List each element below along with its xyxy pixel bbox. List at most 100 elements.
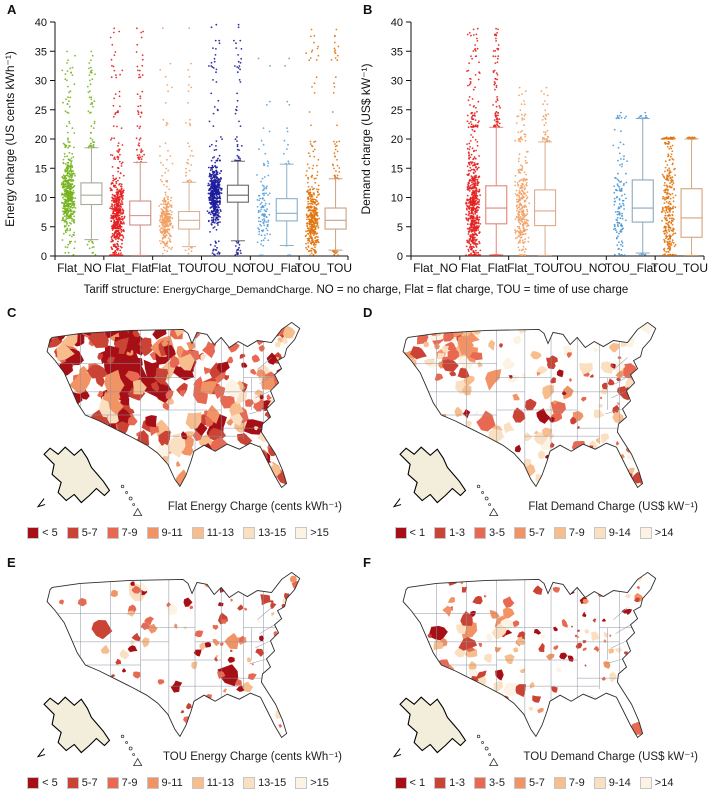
- legend-item: < 5: [27, 777, 58, 789]
- legend-item: 11-13: [191, 527, 235, 539]
- legend-swatch: [243, 777, 256, 789]
- legend-label: 11-13: [206, 777, 235, 789]
- caption-prefix: Tariff structure:: [83, 284, 163, 296]
- map-legend-flat-demand: < 1 1-3 3-5 5-7 7-9 9-14 >14: [356, 527, 712, 539]
- legend-label: >14: [654, 777, 674, 789]
- svg-text:TOU_TOU: TOU_TOU: [295, 261, 352, 275]
- legend-item: 5-7: [513, 777, 545, 789]
- svg-text:Flat_TOU: Flat_TOU: [507, 261, 559, 275]
- us-choropleth-svg: [392, 571, 657, 767]
- svg-text:0: 0: [397, 251, 403, 263]
- tariff-structure-caption: Tariff structure: EnergyCharge_DemandCha…: [0, 284, 712, 296]
- legend-item: 5-7: [66, 777, 98, 789]
- legend-label: 3-5: [489, 777, 505, 789]
- legend-item: 9-11: [146, 527, 183, 539]
- svg-text:TOU_Flat: TOU_Flat: [605, 261, 657, 275]
- legend-label: 5-7: [81, 777, 98, 789]
- caption-code: EnergyCharge_DemandCharge.: [162, 284, 314, 296]
- svg-text:10: 10: [35, 193, 47, 205]
- svg-text:Demand charge (US$ kW⁻¹): Demand charge (US$ kW⁻¹): [359, 63, 373, 214]
- svg-text:30: 30: [391, 76, 403, 88]
- map-title-flat-demand: Flat Demand Charge (US$ kW⁻¹): [528, 501, 698, 513]
- panel-d-flat-demand-map: D Flat Demand Charge (US$ kW⁻¹) < 1 1-3 3-…: [356, 303, 712, 553]
- panel-letter-a: A: [7, 2, 17, 17]
- legend-item: 9-11: [146, 777, 183, 789]
- legend-item: 5-7: [513, 527, 545, 539]
- panel-b-demand-charge-boxplot: B 0 5 10 15 20 25 30 35 40 Demand charge (US$ kW⁻…: [356, 0, 712, 282]
- legend-item: 9-14: [593, 527, 631, 539]
- svg-text:TOU_NO: TOU_NO: [557, 261, 607, 275]
- svg-text:Flat_NO: Flat_NO: [413, 261, 458, 275]
- map-legend-flat-energy: < 5 5-7 7-9 9-11 11-13 13-15 >15: [0, 527, 356, 539]
- svg-text:Flat_NO: Flat_NO: [57, 261, 102, 275]
- svg-text:Energy charge (US cents kWh⁻¹): Energy charge (US cents kWh⁻¹): [3, 51, 17, 227]
- svg-text:25: 25: [35, 105, 47, 117]
- legend-item: 11-13: [191, 777, 235, 789]
- legend-item: >15: [295, 777, 329, 789]
- legend-swatch: [394, 527, 407, 539]
- legend-label: 3-5: [489, 527, 505, 539]
- svg-text:Flat_TOU: Flat_TOU: [151, 261, 203, 275]
- legend-item: >15: [295, 527, 329, 539]
- legend-item: 7-9: [553, 527, 585, 539]
- legend-label: 7-9: [568, 527, 585, 539]
- legend-label: 7-9: [568, 777, 585, 789]
- map-title-tou-energy: TOU Energy Charge (cents kWh⁻¹): [162, 751, 342, 763]
- panel-letter-b: B: [363, 2, 373, 17]
- panel-f-tou-demand-map: F TOU Demand Charge (US$ kW⁻¹) < 1 1-3 3-5…: [356, 553, 712, 800]
- legend-swatch: [434, 777, 447, 789]
- legend-label: 9-11: [161, 527, 183, 539]
- legend-item: 13-15: [243, 777, 286, 789]
- legend-item: >14: [639, 777, 674, 789]
- svg-text:TOU_TOU: TOU_TOU: [651, 261, 708, 275]
- us-map-flat-energy-charge: [34, 317, 346, 519]
- svg-text:15: 15: [35, 163, 47, 175]
- legend-swatch: [434, 527, 447, 539]
- legend-swatch: [27, 777, 40, 789]
- us-map-flat-demand-charge: [390, 317, 702, 519]
- legend-label: 7-9: [121, 527, 138, 539]
- svg-text:30: 30: [35, 76, 47, 88]
- legend-item: < 5: [27, 527, 58, 539]
- legend-swatch: [513, 777, 526, 789]
- legend-swatch: [243, 527, 256, 539]
- us-choropleth-svg: [36, 571, 301, 767]
- us-choropleth-svg: [392, 321, 657, 517]
- svg-text:35: 35: [35, 46, 47, 58]
- map-title-flat-energy: Flat Energy Charge (cents kWh⁻¹): [167, 501, 342, 513]
- legend-swatch: [394, 777, 407, 789]
- svg-text:Flat_Flat: Flat_Flat: [105, 261, 152, 275]
- legend-swatch: [593, 527, 606, 539]
- svg-text:TOU_Flat: TOU_Flat: [249, 261, 301, 275]
- us-map-tou-demand-charge: [390, 567, 702, 769]
- map-legend-tou-demand: < 1 1-3 3-5 5-7 7-9 9-14 >14: [356, 777, 712, 789]
- legend-item: 9-14: [593, 777, 631, 789]
- legend-label: 9-14: [608, 777, 631, 789]
- map-legend-tou-energy: < 5 5-7 7-9 9-11 11-13 13-15 >15: [0, 777, 356, 789]
- legend-label: >14: [654, 527, 674, 539]
- legend-swatch: [106, 777, 119, 789]
- energy-charge-box-strip-chart: 0 5 10 15 20 25 30 35 40 Energy charge (US cents …: [0, 0, 356, 282]
- legend-label: 1-3: [449, 777, 466, 789]
- legend-label: 13-15: [258, 527, 287, 539]
- legend-swatch: [639, 527, 652, 539]
- panel-a-energy-charge-boxplot: A 0 5 10 15 20 25 30 35 40 Energy charge (US cent…: [0, 0, 356, 282]
- svg-text:35: 35: [391, 46, 403, 58]
- svg-text:0: 0: [41, 251, 47, 263]
- legend-item: 5-7: [66, 527, 98, 539]
- legend-swatch: [295, 527, 308, 539]
- legend-swatch: [295, 777, 308, 789]
- svg-text:15: 15: [391, 163, 403, 175]
- legend-swatch: [593, 777, 606, 789]
- legend-label: < 1: [409, 527, 426, 539]
- svg-text:5: 5: [41, 222, 47, 234]
- svg-text:25: 25: [391, 105, 403, 117]
- legend-item: 1-3: [434, 527, 465, 539]
- legend-label: 11-13: [206, 527, 235, 539]
- caption-suffix: NO = no charge, Flat = flat charge, TOU …: [313, 284, 629, 296]
- legend-label: >15: [310, 777, 329, 789]
- svg-text:TOU_NO: TOU_NO: [201, 261, 251, 275]
- legend-item: 7-9: [106, 777, 138, 789]
- panel-e-tou-energy-map: E TOU Energy Charge (cents kWh⁻¹) < 5 5-7…: [0, 553, 356, 800]
